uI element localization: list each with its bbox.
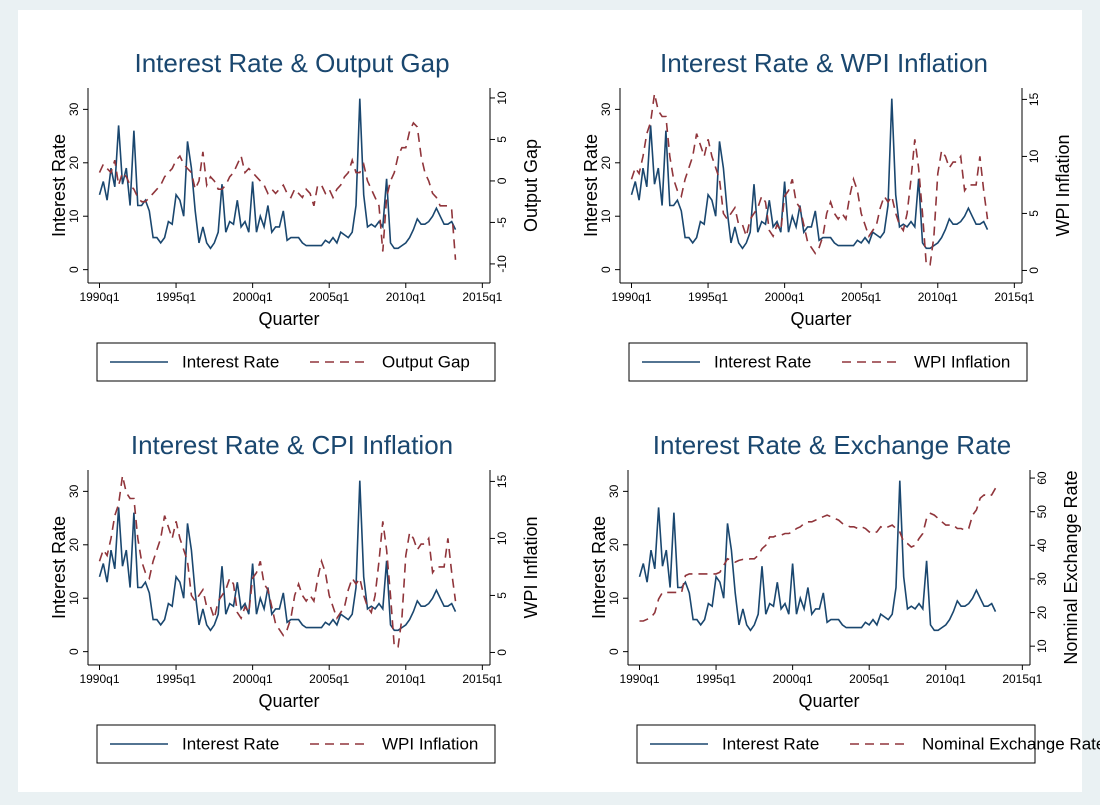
chart-title: Interest Rate & WPI Inflation [660,48,988,78]
y2-axis-title: WPI Inflation [1053,134,1073,236]
x-tick-label: 1990q1 [79,290,119,304]
x-tick-label: 1990q1 [619,672,659,686]
panel: Interest Rate & Exchange Rate 0 10 20 30 10 20… [589,430,1100,764]
y2-tick-label: 10 [495,531,509,545]
x-axis-title: Quarter [798,691,859,711]
y-axis-title: Interest Rate [49,134,69,237]
y-tick-label: 10 [67,591,81,605]
y-tick-label: 20 [607,538,621,552]
y-tick-label: 0 [67,648,81,655]
legend-label: WPI Inflation [382,734,478,753]
chart-title: Interest Rate & Output Gap [134,48,449,78]
x-tick-label: 1990q1 [79,672,119,686]
legend-label: Interest Rate [722,734,819,753]
x-tick-label: 2000q1 [773,672,813,686]
y2-tick-label: 40 [1035,538,1049,552]
y2-tick-label: 5 [1027,210,1041,217]
y2-tick-label: 0 [495,649,509,656]
y-tick-label: 30 [607,484,621,498]
legend-label: Output Gap [382,352,470,371]
y-tick-label: 0 [599,266,613,273]
y-tick-label: 20 [599,156,613,170]
y2-tick-label: 0 [1027,267,1041,274]
series-line [639,487,997,622]
graph-region [18,10,1082,792]
x-tick-label: 2015q1 [994,290,1034,304]
x-tick-label: 2010q1 [386,290,426,304]
y2-tick-label: 5 [495,136,509,143]
y-tick-label: 0 [67,266,81,273]
x-axis-title: Quarter [790,309,851,329]
x-tick-label: 2000q1 [233,290,273,304]
y2-tick-label: 50 [1035,505,1049,519]
y2-tick-label: -5 [495,217,509,228]
x-tick-label: 1995q1 [696,672,736,686]
y-axis-title: Interest Rate [581,134,601,237]
y-tick-label: 30 [599,102,613,116]
legend-label: Interest Rate [182,352,279,371]
chart-title: Interest Rate & CPI Inflation [131,430,453,460]
series-line [98,475,457,648]
y2-tick-label: 15 [495,474,509,488]
y2-tick-label: 10 [1027,149,1041,163]
y2-tick-label: 30 [1035,572,1049,586]
x-tick-label: 2015q1 [1002,672,1042,686]
y-axis-title: Interest Rate [589,516,609,619]
legend-label: WPI Inflation [914,352,1010,371]
chart-title: Interest Rate & Exchange Rate [653,430,1011,460]
legend-label: Nominal Exchange Rate [922,734,1100,753]
y-tick-label: 10 [599,209,613,223]
series-line [98,98,457,250]
y-tick-label: 0 [607,648,621,655]
y-tick-label: 20 [67,156,81,170]
panel: Interest Rate & Output Gap 0 10 20 30 -10 -5 0 5… [49,48,541,382]
y2-tick-label: 10 [1035,639,1049,653]
series-line [98,121,457,260]
x-tick-label: 1995q1 [156,290,196,304]
panel: Interest Rate & WPI Inflation 0 10 20 30 0 5 10… [581,48,1073,382]
y-tick-label: 10 [67,209,81,223]
y2-axis-title: Nominal Exchange Rate [1061,470,1081,664]
y-axis-title: Interest Rate [49,516,69,619]
x-tick-label: 2010q1 [386,672,426,686]
series-line [638,480,997,632]
y2-tick-label: 5 [495,592,509,599]
y2-tick-label: 10 [495,91,509,105]
y-tick-label: 30 [67,484,81,498]
x-tick-label: 2005q1 [309,672,349,686]
x-tick-label: 1995q1 [688,290,728,304]
x-axis-title: Quarter [258,309,319,329]
y2-tick-label: -10 [495,255,509,273]
x-tick-label: 2005q1 [309,290,349,304]
x-tick-label: 1995q1 [156,672,196,686]
y2-tick-label: 60 [1035,471,1049,485]
legend-label: Interest Rate [714,352,811,371]
x-tick-label: 2005q1 [841,290,881,304]
y-tick-label: 10 [607,591,621,605]
x-tick-label: 2000q1 [233,672,273,686]
y2-axis-title: Output Gap [521,139,541,232]
x-tick-label: 2010q1 [918,290,958,304]
series-line [98,480,457,632]
x-tick-label: 2015q1 [462,290,502,304]
x-axis-title: Quarter [258,691,319,711]
x-tick-label: 1990q1 [611,290,651,304]
y-tick-label: 20 [67,538,81,552]
x-tick-label: 2000q1 [765,290,805,304]
series-line [630,93,989,266]
panel: Interest Rate & CPI Inflation 0 10 20 30 0 5 10… [49,430,541,764]
y2-tick-label: 0 [495,177,509,184]
x-tick-label: 2010q1 [926,672,966,686]
legend-label: Interest Rate [182,734,279,753]
y-tick-label: 30 [67,102,81,116]
y2-tick-label: 20 [1035,606,1049,620]
y2-tick-label: 15 [1027,92,1041,106]
x-tick-label: 2015q1 [462,672,502,686]
y2-axis-title: WPI Inflation [521,516,541,618]
series-line [630,98,989,250]
x-tick-label: 2005q1 [849,672,889,686]
